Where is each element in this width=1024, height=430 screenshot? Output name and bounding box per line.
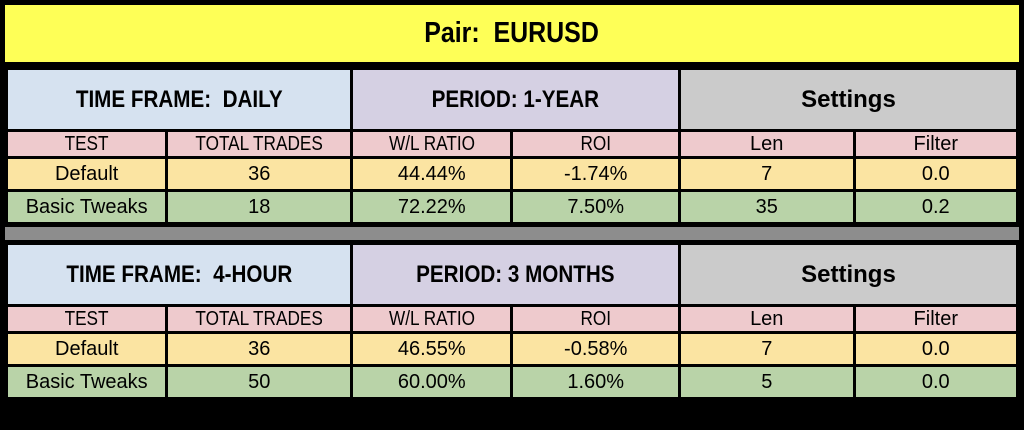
timeframe-label: TIME FRAME: DAILY — [75, 85, 283, 113]
col-header-len[interactable]: Len — [677, 304, 856, 334]
column-header-row: TEST TOTAL TRADES W/L RATIO ROI Len Filt… — [4, 129, 1020, 159]
timeframe-header-cell[interactable]: TIME FRAME: DAILY — [4, 67, 354, 132]
cell-roi[interactable]: 1.60% — [510, 364, 681, 400]
section-divider — [5, 227, 1019, 240]
cell-total-trades[interactable]: 50 — [165, 364, 354, 400]
table-row-default: Default 36 44.44% -1.74% 7 0.0 — [4, 156, 1020, 192]
table-row-default: Default 36 46.55% -0.58% 7 0.0 — [4, 331, 1020, 367]
col-header-filter[interactable]: Filter — [852, 129, 1020, 159]
cell-filter[interactable]: 0.0 — [852, 331, 1020, 367]
period-header-cell[interactable]: PERIOD: 1-YEAR — [350, 67, 681, 132]
timeframe-header-cell[interactable]: TIME FRAME: 4-HOUR — [4, 242, 354, 307]
results-table-daily: TIME FRAME: DAILY PERIOD: 1-YEAR Setting… — [4, 67, 1020, 225]
cell-len[interactable]: 5 — [677, 364, 856, 400]
cell-total-trades[interactable]: 18 — [165, 189, 354, 225]
cell-filter[interactable]: 0.0 — [852, 156, 1020, 192]
cell-filter[interactable]: 0.0 — [852, 364, 1020, 400]
cell-wl-ratio[interactable]: 46.55% — [350, 331, 514, 367]
col-header-test[interactable]: TEST — [4, 129, 169, 159]
col-header-roi[interactable]: ROI — [510, 304, 681, 334]
settings-label: Settings — [801, 85, 896, 113]
pair-title-cell[interactable]: Pair: EURUSD — [5, 5, 1019, 62]
settings-label: Settings — [801, 260, 896, 288]
cell-test[interactable]: Basic Tweaks — [4, 189, 169, 225]
cell-roi[interactable]: -0.58% — [510, 331, 681, 367]
table-row-basic-tweaks: Basic Tweaks 18 72.22% 7.50% 35 0.2 — [4, 189, 1020, 225]
cell-filter[interactable]: 0.2 — [852, 189, 1020, 225]
cell-wl-ratio[interactable]: 60.00% — [350, 364, 514, 400]
cell-roi[interactable]: 7.50% — [510, 189, 681, 225]
col-header-len[interactable]: Len — [677, 129, 856, 159]
col-header-total-trades[interactable]: TOTAL TRADES — [165, 129, 354, 159]
col-header-roi[interactable]: ROI — [510, 129, 681, 159]
settings-header-cell[interactable]: Settings — [677, 67, 1020, 132]
col-header-wl-ratio[interactable]: W/L RATIO — [350, 304, 514, 334]
cell-wl-ratio[interactable]: 72.22% — [350, 189, 514, 225]
cell-total-trades[interactable]: 36 — [165, 156, 354, 192]
column-header-row: TEST TOTAL TRADES W/L RATIO ROI Len Filt… — [4, 304, 1020, 334]
table-row-basic-tweaks: Basic Tweaks 50 60.00% 1.60% 5 0.0 — [4, 364, 1020, 400]
cell-roi[interactable]: -1.74% — [510, 156, 681, 192]
cell-total-trades[interactable]: 36 — [165, 331, 354, 367]
results-table-4hour: TIME FRAME: 4-HOUR PERIOD: 3 MONTHS Sett… — [4, 242, 1020, 400]
cell-test[interactable]: Default — [4, 156, 169, 192]
col-header-wl-ratio[interactable]: W/L RATIO — [350, 129, 514, 159]
col-header-total-trades[interactable]: TOTAL TRADES — [165, 304, 354, 334]
period-header-cell[interactable]: PERIOD: 3 MONTHS — [350, 242, 681, 307]
cell-wl-ratio[interactable]: 44.44% — [350, 156, 514, 192]
cell-len[interactable]: 35 — [677, 189, 856, 225]
cell-test[interactable]: Default — [4, 331, 169, 367]
col-header-filter[interactable]: Filter — [852, 304, 1020, 334]
section-header-row: TIME FRAME: DAILY PERIOD: 1-YEAR Setting… — [4, 67, 1020, 132]
section-header-row: TIME FRAME: 4-HOUR PERIOD: 3 MONTHS Sett… — [4, 242, 1020, 307]
timeframe-label: TIME FRAME: 4-HOUR — [66, 260, 292, 288]
period-label: PERIOD: 3 MONTHS — [416, 260, 615, 288]
settings-header-cell[interactable]: Settings — [677, 242, 1020, 307]
period-label: PERIOD: 1-YEAR — [431, 85, 600, 113]
pair-title-label: Pair: EURUSD — [424, 17, 600, 49]
cell-len[interactable]: 7 — [677, 331, 856, 367]
col-header-test[interactable]: TEST — [4, 304, 169, 334]
cell-len[interactable]: 7 — [677, 156, 856, 192]
cell-test[interactable]: Basic Tweaks — [4, 364, 169, 400]
